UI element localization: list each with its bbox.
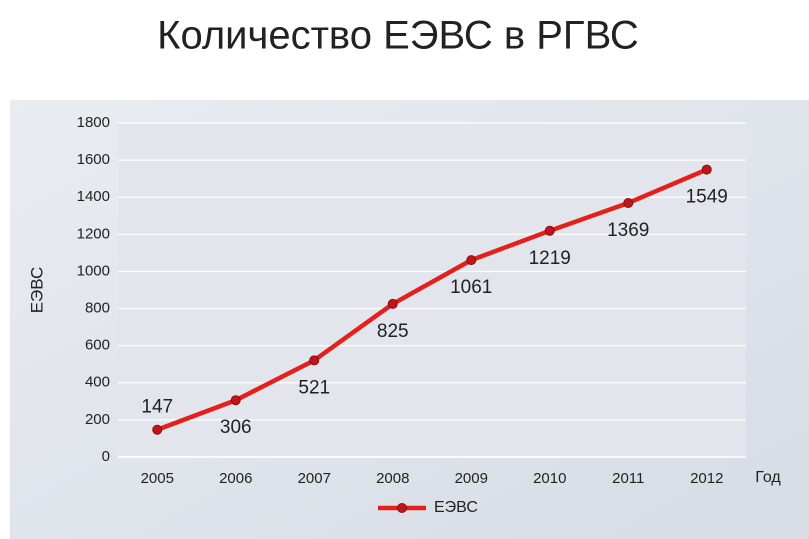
y-tick-label: 1000 (77, 262, 110, 279)
y-tick-label: 200 (85, 411, 110, 428)
y-tick-label: 1600 (77, 151, 110, 168)
y-tick-label: 1800 (77, 114, 110, 131)
data-label: 1549 (686, 187, 728, 208)
point (309, 355, 320, 366)
data-label: 825 (377, 321, 409, 342)
y-tick-label: 0 (102, 448, 110, 465)
series-line (156, 167, 708, 432)
x-tick-label: 2008 (376, 470, 409, 487)
point (466, 255, 477, 266)
chart-title: Количество ЕЭВС в РГВС (157, 14, 639, 58)
data-label: 521 (298, 377, 330, 398)
x-tick-label: 2012 (690, 470, 723, 487)
legend-label: ЕЭВС (434, 499, 478, 516)
x-axis-label: Год (755, 469, 781, 486)
x-tick-label: 2011 (612, 470, 644, 487)
point (623, 197, 634, 208)
y-tick-label: 600 (85, 337, 110, 354)
point (701, 164, 712, 175)
x-tick-label: 2009 (455, 470, 488, 487)
data-label: 1219 (529, 248, 571, 269)
x-tick-label: 2010 (533, 470, 566, 487)
x-tick-label: 2007 (298, 470, 331, 487)
data-label: 1061 (450, 277, 492, 298)
data-label: 147 (141, 397, 173, 418)
y-tick-label: 1400 (77, 188, 110, 205)
y-tick-label: 800 (85, 300, 110, 317)
point (387, 298, 398, 309)
data-label: 306 (220, 417, 252, 438)
plot-area (118, 123, 746, 457)
legend-marker (397, 503, 407, 513)
y-tick-label: 400 (85, 374, 110, 391)
y-tick-label: 1200 (77, 225, 110, 242)
data-label: 1369 (607, 220, 649, 241)
point (230, 395, 241, 406)
x-tick-label: 2005 (141, 470, 174, 487)
point (544, 225, 555, 236)
point (152, 424, 163, 435)
y-axis-label: ЕЭВС (27, 267, 46, 314)
x-tick-label: 2006 (219, 470, 252, 487)
